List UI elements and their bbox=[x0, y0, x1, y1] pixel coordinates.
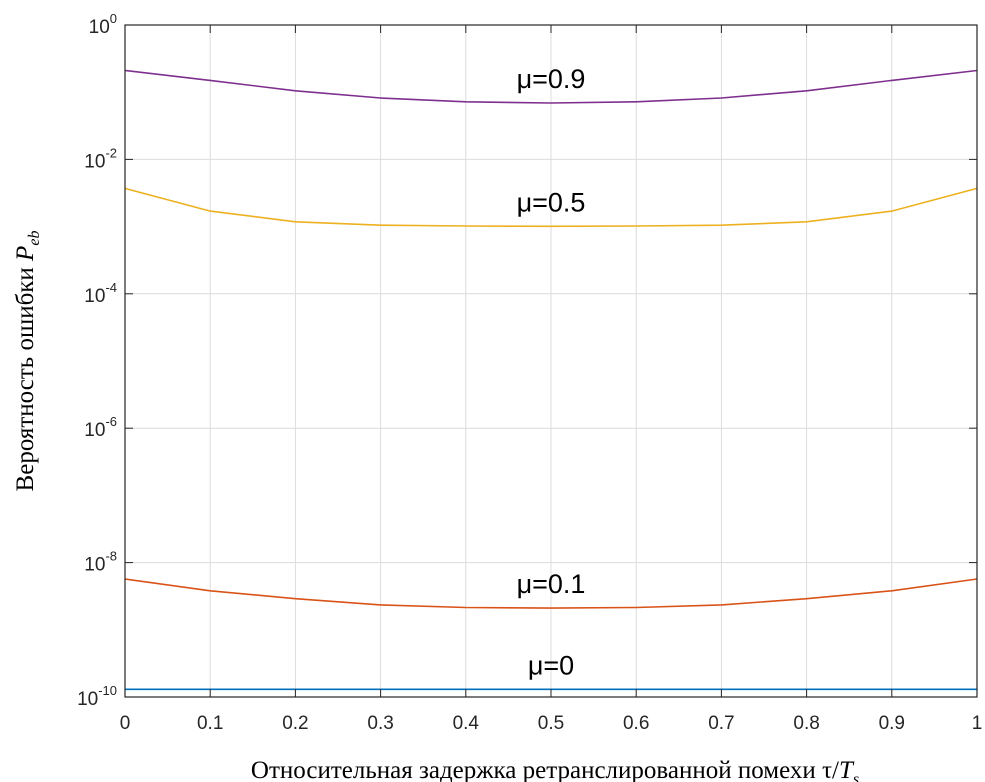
y-tick-label: 10-8 bbox=[84, 549, 117, 576]
x-tick-label: 0.7 bbox=[708, 713, 734, 734]
series-labels: μ=0.9 μ=0.5 μ=0.1 μ=0 bbox=[517, 64, 586, 680]
x-tick-label: 0 bbox=[120, 713, 131, 734]
x-tick-label: 0.1 bbox=[197, 713, 223, 734]
x-tick-label: 0.8 bbox=[793, 713, 819, 734]
y-tick-label: 10-6 bbox=[84, 414, 117, 441]
y-tick-label: 10-4 bbox=[84, 280, 117, 307]
y-axis-title: Вероятность ошибки Peb bbox=[12, 231, 43, 492]
axis-ticks: 0 0.1 0.2 0.3 0.4 0.5 0.6 0.7 0.8 0.9 1 100 10-2 10-4… bbox=[77, 11, 982, 734]
x-tick-label: 0.3 bbox=[367, 713, 393, 734]
series-label: μ=0 bbox=[528, 650, 574, 680]
x-tick-label: 0.9 bbox=[879, 713, 905, 734]
y-tick-label: 10-2 bbox=[84, 145, 117, 172]
series-label: μ=0.1 bbox=[517, 569, 586, 599]
series-label: μ=0.5 bbox=[517, 187, 586, 217]
y-tick-label: 10-10 bbox=[77, 683, 117, 710]
x-axis-title: Относительная задержка ретранслированной… bbox=[251, 757, 859, 782]
series-label: μ=0.9 bbox=[517, 64, 586, 94]
series-line-0 bbox=[124, 69, 978, 104]
y-tick-label: 100 bbox=[89, 11, 117, 38]
series-line-1 bbox=[124, 187, 978, 228]
x-tick-label: 0.4 bbox=[453, 713, 480, 734]
series-line-2 bbox=[124, 578, 978, 609]
x-tick-label: 0.2 bbox=[282, 713, 308, 734]
x-tick-label: 0.6 bbox=[623, 713, 649, 734]
x-tick-label: 1 bbox=[972, 713, 983, 734]
x-tick-label: 0.5 bbox=[538, 713, 564, 734]
